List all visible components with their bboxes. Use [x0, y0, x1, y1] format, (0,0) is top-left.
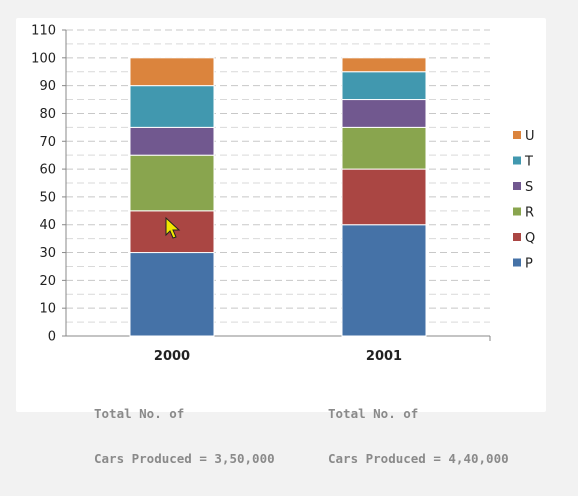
note-2000-line2: Cars Produced = 3,50,000 — [94, 451, 275, 466]
legend-label-U: U — [525, 129, 535, 144]
legend-label-R: R — [525, 206, 534, 221]
x-axis-labels: 2000 2001 — [154, 349, 402, 364]
y-tick-label: 60 — [39, 163, 56, 178]
bar-segment-2000-U — [129, 57, 215, 87]
bar-segment-2001-T — [341, 71, 427, 101]
y-tick-label: 20 — [39, 274, 56, 289]
bar-segment-2000-P — [129, 252, 215, 337]
note-2001-line2: Cars Produced = 4,40,000 — [328, 451, 509, 466]
y-tick-label: 90 — [39, 79, 56, 94]
bar-segment-2001-R — [341, 126, 427, 170]
note-2001-line1: Total No. of — [328, 406, 419, 421]
y-tick-label: 30 — [39, 246, 56, 261]
y-tick-label: 50 — [39, 190, 56, 205]
bar-segment-2001-P — [341, 224, 427, 337]
y-tick-label: 70 — [39, 135, 56, 150]
legend-label-S: S — [525, 180, 533, 195]
legend-swatch-T — [513, 156, 521, 165]
y-tick-label: 110 — [31, 24, 56, 39]
y-tick-label: 40 — [39, 218, 56, 233]
bar-segment-2000-R — [129, 154, 215, 212]
bar-segment-2001-S — [341, 99, 427, 128]
note-2001: Total No. of Cars Produced = 4,40,000 — [328, 376, 509, 496]
mouse-pointer-icon — [165, 216, 181, 239]
legend-swatch-R — [513, 207, 521, 216]
bars — [129, 57, 427, 337]
legend-swatch-U — [513, 131, 521, 139]
legend-label-T: T — [524, 155, 533, 170]
legend-label-P: P — [525, 257, 533, 272]
bar-segment-2000-S — [129, 126, 215, 156]
y-tick-label: 100 — [31, 51, 56, 66]
bar-segment-2001-Q — [341, 168, 427, 226]
bar-segment-2000-T — [129, 85, 215, 128]
note-2000: Total No. of Cars Produced = 3,50,000 — [94, 376, 275, 496]
y-tick-label: 10 — [39, 302, 56, 317]
bar-segment-2001-U — [341, 57, 427, 73]
x-category-label-2001: 2001 — [366, 349, 402, 364]
legend-swatch-P — [513, 258, 521, 267]
y-tick-label: 80 — [39, 107, 56, 122]
y-tick-label: 0 — [48, 330, 56, 345]
stacked-bar-chart: 0 10 20 30 40 50 60 70 80 90 100 110 2000 2001 UTSRQ… — [31, 24, 535, 365]
legend-swatch-Q — [513, 233, 521, 241]
y-axis-ticks: 0 10 20 30 40 50 60 70 80 90 100 110 — [31, 24, 66, 345]
legend-label-Q: Q — [525, 231, 535, 246]
x-category-label-2000: 2000 — [154, 349, 190, 364]
note-2000-line1: Total No. of — [94, 406, 185, 421]
legend-swatch-S — [513, 182, 521, 190]
